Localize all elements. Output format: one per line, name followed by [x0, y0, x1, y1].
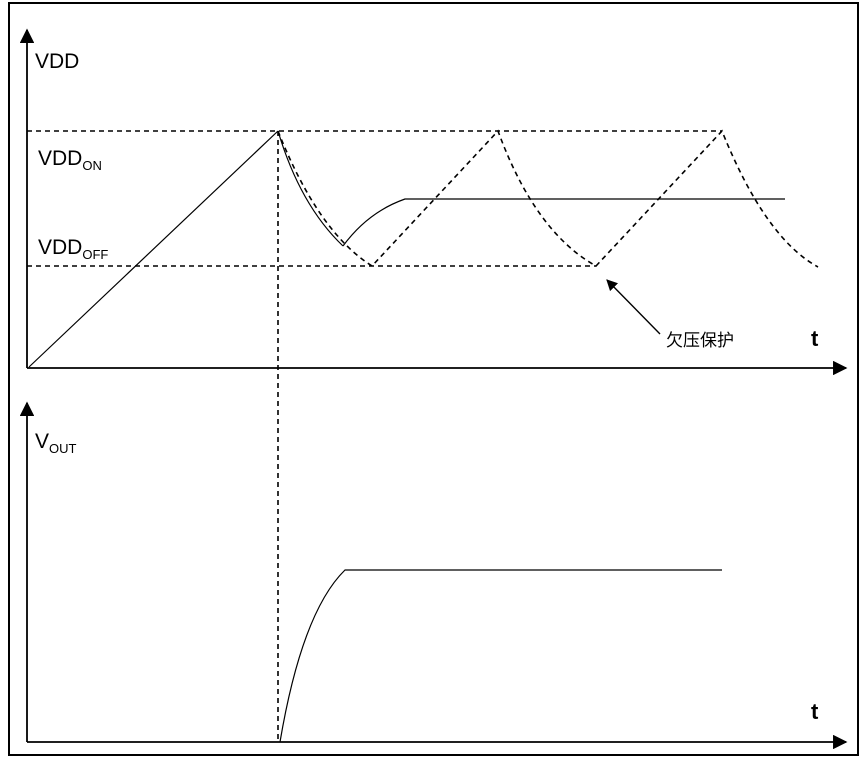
vdd-startup-ramp [28, 130, 279, 368]
diagram-frame [8, 2, 859, 756]
vdd-regulated-rise [342, 198, 785, 247]
vdd-y-axis-label: VDD [35, 50, 79, 73]
vout-plot: VOUT t [19, 401, 848, 750]
vdd-plot: VDD VDDON VDDOFF 欠压保护 t [19, 28, 848, 742]
vdd-uvlo-cycle [277, 129, 819, 268]
vout-waveform [279, 569, 722, 743]
vout-y-axis-label: VOUT [35, 430, 77, 456]
vdd-off-label: VDDOFF [38, 236, 108, 262]
vdd-on-label: VDDON [38, 147, 102, 173]
uvlo-annotation-arrow [606, 279, 661, 335]
vdd-x-axis-label: t [811, 326, 819, 351]
vdd-first-discharge [277, 130, 344, 247]
vout-x-axis-label: t [811, 699, 819, 724]
uvlo-annotation-text: 欠压保护 [666, 331, 734, 351]
